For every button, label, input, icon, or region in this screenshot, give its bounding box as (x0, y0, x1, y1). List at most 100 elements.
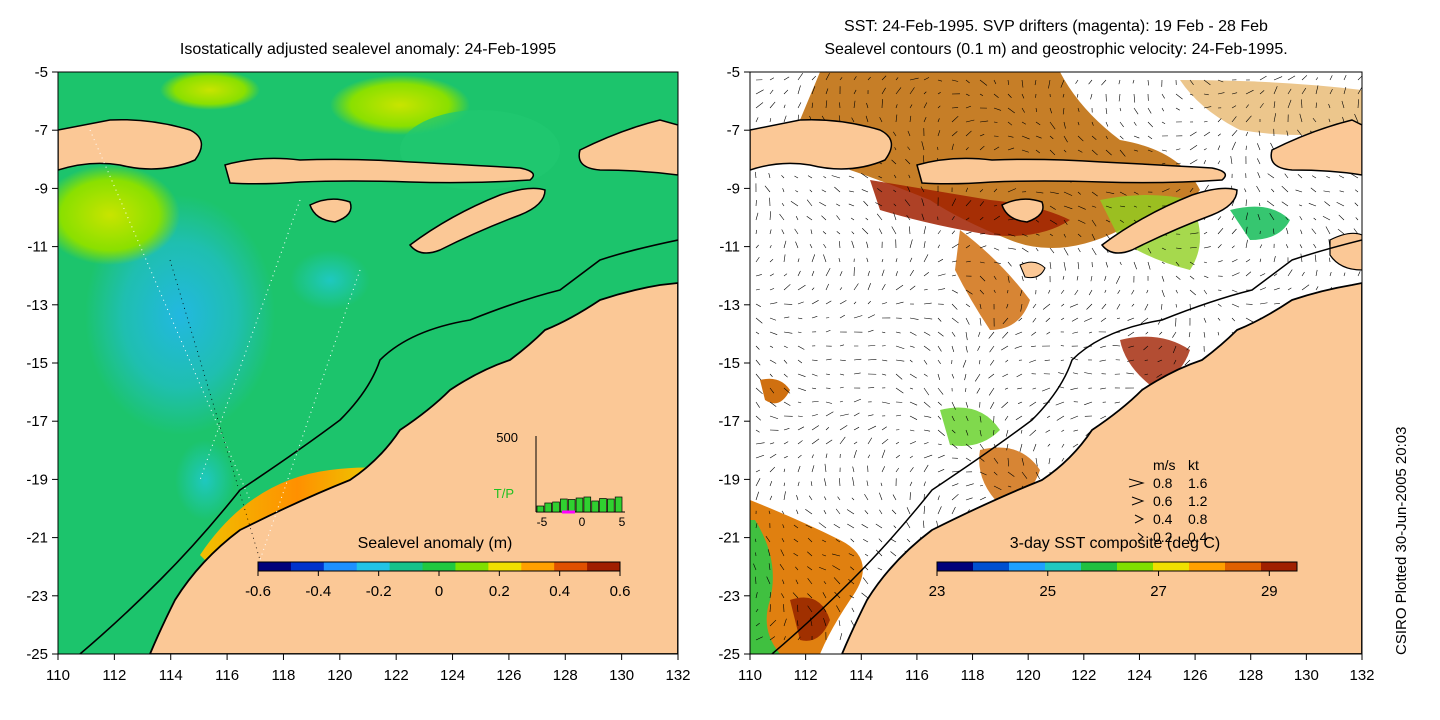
velocity-arrow (1273, 113, 1277, 123)
velocity-arrow (1284, 173, 1289, 179)
velocity-arrow (755, 576, 757, 585)
velocity-arrow (797, 258, 800, 263)
velocity-arrow (1114, 401, 1121, 404)
velocity-arrow (769, 89, 774, 95)
velocity-arrow (891, 159, 897, 165)
velocity-arrow (1035, 233, 1040, 236)
velocity-arrow (838, 620, 841, 627)
velocity-arrow (1077, 247, 1081, 253)
velocity-arrow (1161, 149, 1167, 152)
right-colorbar-swatch (1225, 562, 1262, 571)
velocity-arrow (810, 481, 813, 487)
velocity-arrow (937, 317, 942, 322)
velocity-arrow (867, 300, 871, 305)
velocity-arrow (1035, 107, 1038, 113)
velocity-arrow (1021, 233, 1028, 237)
velocity-arrow (867, 425, 877, 431)
right-colorbar-swatch (1153, 562, 1190, 571)
velocity-arrow (909, 359, 913, 363)
velocity-arrow (851, 117, 855, 123)
velocity-arrow (837, 496, 841, 501)
velocity-arrow (836, 203, 841, 207)
velocity-arrow (993, 275, 997, 280)
velocity-arrow (839, 373, 845, 376)
right-lat-tick-label: -9 (727, 180, 740, 197)
velocity-arrow (965, 401, 969, 408)
velocity-arrow (1035, 247, 1039, 252)
velocity-arrow (768, 510, 771, 515)
velocity-arrow (1231, 289, 1238, 293)
velocity-arrow (1259, 103, 1264, 109)
velocity-arrow (822, 592, 827, 599)
velocity-arrow (1143, 345, 1149, 351)
velocity-arrow (755, 317, 763, 324)
inset-bar (544, 502, 552, 513)
velocity-arrow (937, 415, 942, 420)
velocity-arrow (1119, 107, 1122, 112)
velocity-arrow (1315, 85, 1319, 95)
velocity-arrow (893, 189, 897, 193)
velocity-arrow (1245, 115, 1252, 123)
right-lon-tick-label: 116 (905, 667, 929, 684)
velocity-arrow (895, 467, 900, 473)
velocity-arrow (779, 564, 785, 571)
right-lat-tick-label: -15 (718, 355, 740, 372)
velocity-arrow (783, 331, 793, 334)
velocity-arrow (807, 566, 813, 571)
velocity-arrow (1315, 102, 1317, 109)
velocity-arrow (1007, 485, 1012, 488)
right-lat-tick-label: -23 (718, 588, 740, 605)
velocity-arrow (822, 539, 827, 543)
velocity-arrow (1203, 159, 1206, 165)
velocity-arrow (923, 481, 926, 487)
velocity-arrow (783, 491, 786, 501)
velocity-arrow (823, 510, 827, 515)
velocity-arrow (907, 146, 911, 151)
velocity-arrow (923, 373, 928, 377)
velocity-arrow (755, 454, 765, 459)
velocity-arrow (865, 217, 869, 221)
velocity-arrow (755, 117, 759, 123)
velocity-arrow (1189, 275, 1195, 280)
velocity-arrow (1161, 188, 1170, 193)
velocity-arrow (1090, 93, 1093, 100)
velocity-arrow (853, 89, 857, 95)
velocity-arrow (937, 506, 942, 515)
velocity-arrow (1281, 201, 1289, 207)
velocity-arrow (1175, 162, 1181, 165)
velocity-arrow (895, 414, 902, 417)
velocity-arrow (937, 443, 942, 445)
velocity-arrow (965, 497, 973, 501)
velocity-arrow (1300, 229, 1303, 235)
velocity-arrow (848, 175, 855, 179)
velocity-arrow (993, 79, 997, 85)
velocity-arrow (1021, 121, 1027, 125)
velocity-arrow (769, 302, 778, 305)
left-colorbar-label: Sealevel anomaly (m) (358, 535, 513, 552)
right-lat-tick-label: -21 (718, 530, 740, 547)
velocity-arrow (769, 345, 774, 348)
velocity-arrow (783, 284, 791, 291)
velocity-arrow (769, 77, 775, 81)
velocity-arrow (1104, 275, 1107, 281)
velocity-arrow (1046, 331, 1051, 335)
velocity-arrow (951, 243, 959, 249)
velocity-arrow (923, 429, 931, 432)
velocity-arrow (921, 213, 925, 221)
velocity-arrow (1063, 191, 1073, 196)
velocity-arrow (790, 200, 799, 207)
velocity-arrow (852, 466, 855, 473)
velocity-arrow (923, 77, 930, 81)
velocity-arrow (1147, 149, 1153, 153)
velocity-arrow (1256, 185, 1261, 193)
velocity-arrow (1286, 130, 1289, 137)
velocity-arrow (906, 507, 911, 515)
velocity-arrow (1048, 289, 1051, 294)
velocity-arrow (1147, 79, 1149, 86)
velocity-arrow (1091, 149, 1098, 156)
velocity-arrow (1231, 245, 1235, 249)
velocity-arrow (1118, 93, 1121, 102)
velocity-arrow (1301, 284, 1310, 291)
velocity-arrow (806, 215, 813, 221)
velocity-arrow (1189, 93, 1194, 96)
